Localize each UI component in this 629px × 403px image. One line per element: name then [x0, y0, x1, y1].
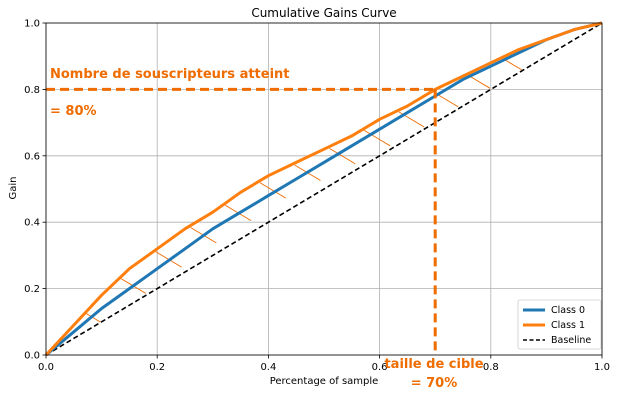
y-tick-label: 1.0 [24, 19, 40, 30]
hatch-line [503, 58, 522, 71]
hatch-lines [86, 58, 522, 323]
legend-label-baseline: Baseline [551, 335, 591, 346]
hatch-line [259, 182, 287, 199]
hatch-line [468, 75, 491, 89]
annotation-bottom-line2: = 70% [411, 376, 458, 391]
x-ticks: 0.0 0.2 0.4 0.6 0.8 1.0 [38, 355, 610, 373]
y-ticks: 0.0 0.2 0.4 0.6 0.8 1.0 [24, 19, 46, 362]
y-axis-label: Gain [8, 177, 19, 200]
hatch-line [86, 313, 101, 323]
y-tick-label: 0.2 [24, 284, 40, 295]
hatch-line [329, 148, 356, 165]
legend-label-class-0: Class 0 [551, 305, 585, 316]
annotation-lines [46, 87, 437, 353]
x-axis-label: Percentage of sample [270, 376, 379, 387]
y-tick-label: 0.4 [24, 218, 40, 229]
x-tick-label: 0.6 [372, 362, 388, 373]
series-line-baseline [45, 22, 603, 356]
x-tick-label: 0.8 [483, 362, 499, 373]
x-tick-label: 0.0 [38, 362, 54, 373]
annotation-top-line1: Nombre de souscripteurs atteint [50, 67, 290, 82]
series-layer [44, 21, 603, 357]
plot-frame [45, 22, 603, 356]
annotation-top-line2: = 80% [50, 104, 97, 119]
annotation-bottom-line1: taille de cible [384, 357, 483, 372]
x-tick-label: 0.2 [149, 362, 165, 373]
hatch-line [364, 130, 391, 147]
series-line-class-1 [44, 21, 603, 357]
x-tick-label: 1.0 [594, 362, 610, 373]
y-tick-label: 0.8 [24, 85, 40, 96]
legend: Class 0 Class 1 Baseline [517, 299, 602, 350]
legend-box [517, 299, 602, 350]
legend-label-class-1: Class 1 [551, 320, 585, 331]
y-tick-label: 0.6 [24, 151, 40, 162]
series-line-class-0 [45, 21, 603, 357]
y-tick-label: 0.0 [24, 351, 40, 362]
chart-title: Cumulative Gains Curve [251, 6, 396, 20]
x-tick-label: 0.4 [260, 362, 276, 373]
